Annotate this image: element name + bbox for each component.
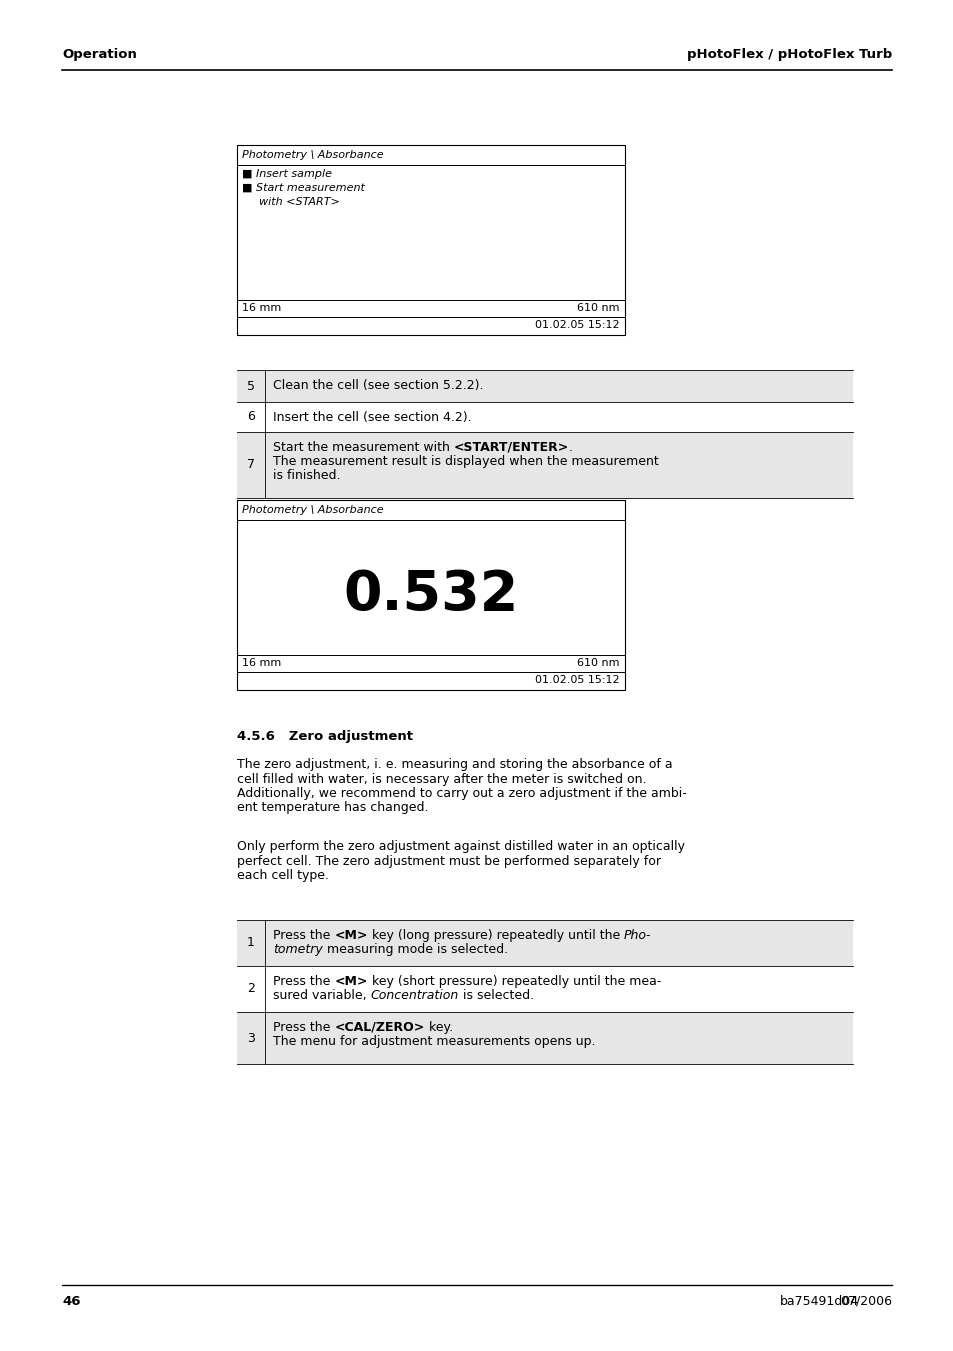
Text: <START/ENTER>: <START/ENTER> <box>454 440 569 454</box>
Text: Photometry \ Absorbance: Photometry \ Absorbance <box>242 505 383 515</box>
Text: ■ Start measurement: ■ Start measurement <box>242 182 364 193</box>
Text: 46: 46 <box>62 1296 80 1308</box>
Text: perfect cell. The zero adjustment must be performed separately for: perfect cell. The zero adjustment must b… <box>236 854 660 867</box>
Text: 3: 3 <box>247 1032 254 1044</box>
Text: Start the measurement with: Start the measurement with <box>273 440 454 454</box>
Text: Concentration: Concentration <box>370 989 458 1002</box>
Text: 16 mm: 16 mm <box>242 658 281 667</box>
Text: cell filled with water, is necessary after the meter is switched on.: cell filled with water, is necessary aft… <box>236 773 646 785</box>
Bar <box>236 403 852 432</box>
Bar <box>236 145 624 335</box>
Text: Press the: Press the <box>273 929 334 942</box>
Text: <M>: <M> <box>334 929 367 942</box>
Text: 610 nm: 610 nm <box>577 303 619 313</box>
Text: pHotoFlex / pHotoFlex Turb: pHotoFlex / pHotoFlex Turb <box>686 49 891 61</box>
Text: key.: key. <box>424 1021 453 1034</box>
Text: Press the: Press the <box>273 1021 334 1034</box>
Text: is selected.: is selected. <box>458 989 534 1002</box>
Text: sured variable,: sured variable, <box>273 989 370 1002</box>
Text: Insert the cell (see section 4.2).: Insert the cell (see section 4.2). <box>273 411 471 423</box>
Text: 1: 1 <box>247 936 254 950</box>
Text: 7: 7 <box>247 458 254 471</box>
Text: with <START>: with <START> <box>258 197 339 207</box>
Text: Operation: Operation <box>62 49 136 61</box>
Bar <box>236 1012 852 1065</box>
Text: each cell type.: each cell type. <box>236 869 329 882</box>
Text: 01.02.05 15:12: 01.02.05 15:12 <box>535 676 619 685</box>
Text: ba75491d04: ba75491d04 <box>780 1296 859 1308</box>
Text: 610 nm: 610 nm <box>577 658 619 667</box>
Text: The menu for adjustment measurements opens up.: The menu for adjustment measurements ope… <box>273 1035 595 1048</box>
Text: ent temperature has changed.: ent temperature has changed. <box>236 801 428 815</box>
Text: Press the: Press the <box>273 975 334 988</box>
Bar <box>236 920 852 966</box>
Text: is finished.: is finished. <box>273 469 340 482</box>
Text: key (short pressure) repeatedly until the mea-: key (short pressure) repeatedly until th… <box>367 975 660 988</box>
Text: 2: 2 <box>247 982 254 996</box>
Text: <M>: <M> <box>334 975 367 988</box>
Text: Photometry \ Absorbance: Photometry \ Absorbance <box>242 150 383 159</box>
Text: key (long pressure) repeatedly until the: key (long pressure) repeatedly until the <box>367 929 623 942</box>
Bar <box>236 966 852 1012</box>
Bar <box>236 370 852 403</box>
Text: 07/2006: 07/2006 <box>840 1296 891 1308</box>
Text: measuring mode is selected.: measuring mode is selected. <box>322 943 507 957</box>
Bar <box>236 500 624 690</box>
Text: 6: 6 <box>247 411 254 423</box>
Text: Clean the cell (see section 5.2.2).: Clean the cell (see section 5.2.2). <box>273 380 483 393</box>
Text: 4.5.6   Zero adjustment: 4.5.6 Zero adjustment <box>236 730 413 743</box>
Text: The zero adjustment, i. e. measuring and storing the absorbance of a: The zero adjustment, i. e. measuring and… <box>236 758 672 771</box>
Text: Pho-: Pho- <box>623 929 651 942</box>
Text: Additionally, we recommend to carry out a zero adjustment if the ambi-: Additionally, we recommend to carry out … <box>236 788 686 800</box>
Text: Only perform the zero adjustment against distilled water in an optically: Only perform the zero adjustment against… <box>236 840 684 852</box>
Text: 01.02.05 15:12: 01.02.05 15:12 <box>535 320 619 330</box>
Text: ■ Insert sample: ■ Insert sample <box>242 169 332 178</box>
Bar <box>236 432 852 499</box>
Text: 16 mm: 16 mm <box>242 303 281 313</box>
Text: 0.532: 0.532 <box>343 567 518 621</box>
Text: The measurement result is displayed when the measurement: The measurement result is displayed when… <box>273 455 659 467</box>
Text: .: . <box>569 440 573 454</box>
Text: <CAL/ZERO>: <CAL/ZERO> <box>334 1021 424 1034</box>
Text: 5: 5 <box>247 380 254 393</box>
Text: tometry: tometry <box>273 943 322 957</box>
